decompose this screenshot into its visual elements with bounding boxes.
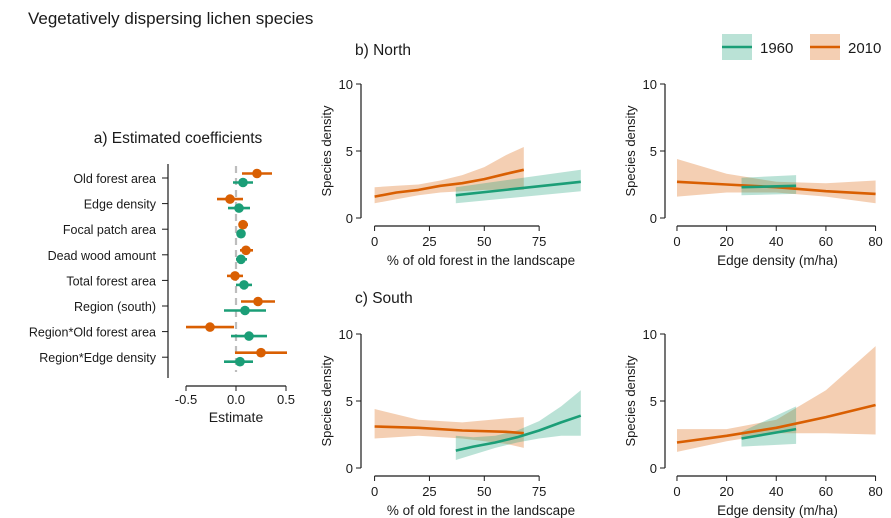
panel-c-left-x-tick-label: 0 [371,484,378,499]
panel-a-row-label-region-edge-density: Region*Edge density [39,351,156,365]
panel-a-point-1960-edge-density [234,203,244,213]
panel-a-point-1960-region-edge-density [235,356,245,367]
panel-b-right-y-label: Species density [623,105,638,197]
legend-2010-label: 2010 [848,40,881,57]
panel-a-point-1960-total-forest-area [239,280,249,290]
panel-c-left-y-label: Species density [319,355,334,447]
panel-c-right-y-tick-label: 10 [643,327,657,342]
panel-a-x-tick-label: -0.5 [175,392,197,407]
panel-a-point-2010-region-south [253,296,263,307]
panel-b-left-line-1960 [455,180,581,197]
panel-c-right-line-2010 [676,403,876,444]
panel-a-point-1960-region-south [240,305,250,316]
panel-a-row-label-edge-density: Edge density [84,198,157,212]
panel-c-right-x-label: Edge density (m/ha) [717,503,838,518]
panel-b-left-line-2010 [374,168,525,198]
panel-c-right-x-tick-label: 20 [719,484,733,499]
panel-b-right-y-tick-label: 5 [650,144,657,159]
panel-b-left-y-tick-label: 10 [339,77,353,92]
panel-a-row-label-dead-wood-amount: Dead wood amount [48,249,157,263]
panel-b-right-x-tick-label: 20 [719,234,733,249]
panel-a-point-1960-old-forest-area [238,177,248,188]
panel-c-left-line-1960 [455,414,582,452]
panel-a-row-label-region-old-forest-area: Region*Old forest area [29,326,156,340]
panel-b-right-y-tick-label: 0 [650,211,657,226]
panel-a-point-1960-dead-wood-amount [236,254,246,265]
panel-a-point-2010-region-old-forest-area [205,322,215,332]
panel-b-right-x-tick-label: 80 [868,234,882,249]
panel-c-right-y-tick-label: 0 [650,461,657,476]
panel-b-right-band-1960 [741,175,797,196]
panel-a-x-label: Estimate [209,409,264,425]
panel-c-left-band-1960 [455,390,581,460]
panel-b-left-title: b) North [355,42,411,59]
panel-c-left-x-tick-label: 75 [532,484,546,499]
panel-a-point-1960-focal-patch-area [236,228,246,239]
panel-a-x-tick-label: 0.5 [277,392,295,407]
panel-a-point-2010-region-edge-density [256,347,266,358]
panel-a-row-label-old-forest-area: Old forest area [73,172,156,186]
panel-c-right-x-tick-label: 0 [673,484,680,499]
figure-title: Vegetatively dispersing lichen species [28,9,313,28]
panel-b-left-band-2010 [374,147,524,204]
panel-c-left-x-tick-label: 25 [422,484,436,499]
panel-a-point-2010-edge-density [225,194,235,204]
panel-a-row-label-focal-patch-area: Focal patch area [63,223,156,237]
panel-c-right-y-label: Species density [623,355,638,447]
panel-c-left-y-tick-label: 10 [339,327,353,342]
panel-b-left-x-tick-label: 0 [371,234,378,249]
panel-b-left-x-tick-label: 25 [422,234,436,249]
panel-c-right-y-tick-label: 5 [650,394,657,409]
panel-b-left-y-tick-label: 0 [346,211,353,226]
panel-c-right-x-tick-label: 60 [819,484,833,499]
panel-a-point-2010-focal-patch-area [238,219,248,230]
panel-b-left-band-1960 [455,169,581,204]
panel-c-left-y-tick-label: 5 [346,394,353,409]
panel-c-right-x-tick-label: 80 [868,484,882,499]
panel-c-right-line-1960 [741,427,797,440]
panel-c-left-x-tick-label: 50 [477,484,491,499]
panel-c-right-x-tick-label: 40 [769,484,783,499]
panel-c-left-title: c) South [355,290,413,307]
panel-b-right-x-tick-label: 60 [819,234,833,249]
panel-c-left-x-label: % of old forest in the landscape [387,503,575,518]
legend: 1960 2010 [722,34,881,60]
panel-a-point-2010-total-forest-area [230,271,240,281]
panel-b-right-x-label: Edge density (m/ha) [717,253,838,268]
panel-a-point-2010-old-forest-area [252,168,262,179]
panel-b-left-x-label: % of old forest in the landscape [387,253,575,268]
panel-b-right-x-tick-label: 40 [769,234,783,249]
panel-a-x-tick-label: 0.0 [227,392,245,407]
panel-b-left-y-label: Species density [319,105,334,197]
panel-a-point-1960-region-old-forest-area [244,331,254,341]
panel-b-right-y-tick-label: 10 [643,77,657,92]
panel-a-title: a) Estimated coefficients [94,130,263,147]
panel-c-right-band-2010 [677,346,876,452]
legend-1960-label: 1960 [760,40,793,57]
panel-a-row-label-region-south: Region (south) [74,300,156,314]
panel-b-left-y-tick-label: 5 [346,144,353,159]
panel-a-point-2010-dead-wood-amount [241,245,251,256]
panel-b-right-x-tick-label: 0 [673,234,680,249]
panel-c-left-y-tick-label: 0 [346,461,353,476]
panel-b-left-x-tick-label: 75 [532,234,546,249]
panel-a-row-label-total-forest-area: Total forest area [66,274,156,288]
panel-c-left-line-2010 [374,425,524,435]
panel-b-left-x-tick-label: 50 [477,234,491,249]
panel-b-right-line-1960 [741,184,797,189]
